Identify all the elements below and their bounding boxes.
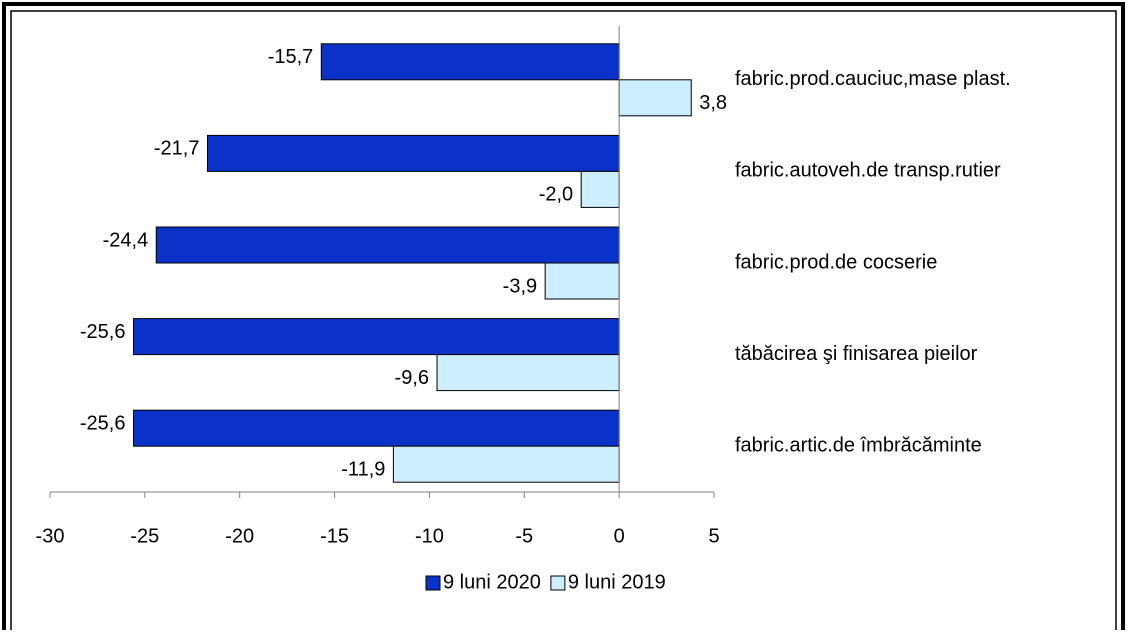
x-tick-label: 0 [614, 525, 625, 547]
category-label: fabric.prod.de cocserie [735, 251, 937, 273]
value-label: -25,6 [80, 412, 126, 434]
value-label: -2,0 [539, 184, 573, 206]
value-label: -25,6 [80, 321, 126, 343]
category-label: fabric.artic.de îmbrăcăminte [735, 434, 982, 456]
bar [580, 170, 620, 208]
x-tick-label: -20 [225, 525, 254, 547]
x-tick-label: -10 [415, 525, 444, 547]
value-label: -9,6 [395, 367, 429, 389]
legend-label: 9 luni 2020 [443, 571, 541, 593]
inner-frame [10, 10, 1117, 635]
category-label: fabric.prod.cauciuc,mase plast. [735, 68, 1011, 90]
legend-swatch [550, 575, 566, 591]
category-label: fabric.autoveh.de transp.rutier [735, 160, 1001, 182]
value-label: -11,9 [341, 458, 385, 480]
category-label: tăbăcirea şi finisarea pieilor [735, 343, 978, 365]
x-tick-label: 5 [708, 525, 719, 547]
bar [618, 79, 692, 117]
value-label: 3,8 [699, 92, 727, 114]
value-label: -21,7 [154, 138, 200, 160]
x-tick-label: -15 [320, 525, 349, 547]
bar [132, 409, 620, 447]
bar [392, 445, 620, 483]
x-tick-label: -30 [36, 525, 65, 547]
legend-label: 9 luni 2019 [568, 571, 666, 593]
bar [320, 43, 620, 81]
value-label: -15,7 [268, 46, 314, 68]
value-label: -24,4 [103, 229, 149, 251]
x-tick-label: -25 [130, 525, 159, 547]
bar [544, 262, 620, 300]
bar [436, 354, 620, 392]
bar [155, 226, 620, 264]
bar [132, 318, 620, 356]
legend-swatch [425, 575, 441, 591]
value-label: -3,9 [503, 275, 537, 297]
x-tick-label: -5 [515, 525, 533, 547]
bar [206, 134, 620, 172]
